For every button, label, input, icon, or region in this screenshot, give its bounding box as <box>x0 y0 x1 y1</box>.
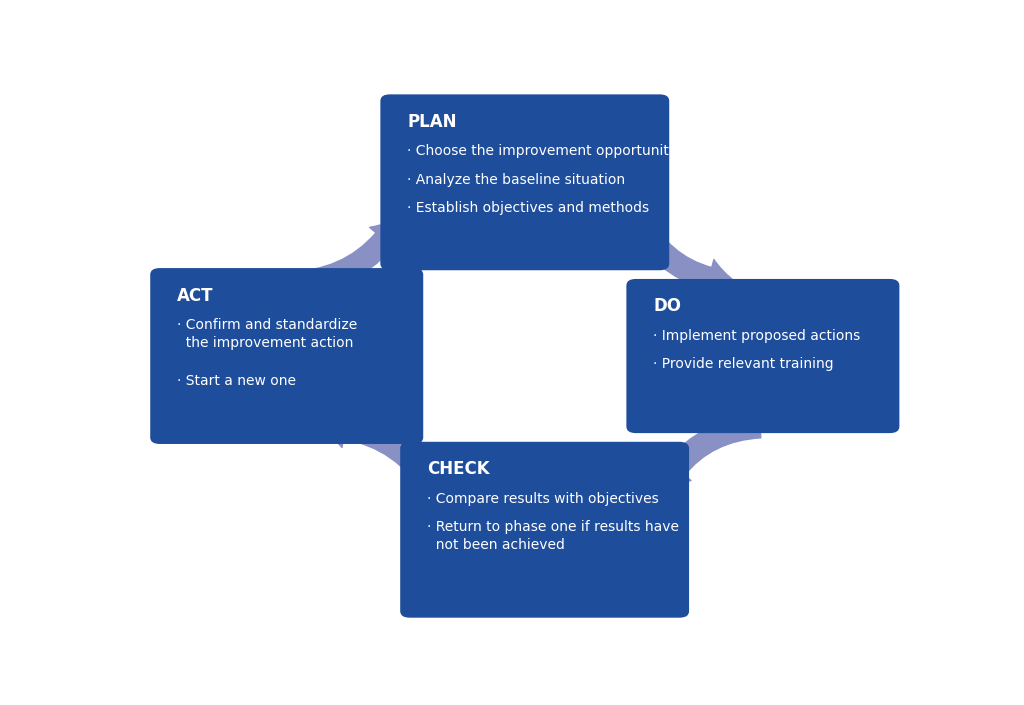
Text: DO: DO <box>653 298 681 315</box>
Text: · Start a new one: · Start a new one <box>177 374 296 388</box>
Text: ACT: ACT <box>177 286 214 305</box>
FancyBboxPatch shape <box>380 94 670 270</box>
Text: · Analyze the baseline situation: · Analyze the baseline situation <box>408 173 626 187</box>
FancyArrowPatch shape <box>628 212 736 297</box>
FancyBboxPatch shape <box>151 268 423 444</box>
Text: · Implement proposed actions: · Implement proposed actions <box>653 329 860 343</box>
FancyArrowPatch shape <box>286 217 400 294</box>
Text: · Confirm and standardize
  the improvement action: · Confirm and standardize the improvemen… <box>177 318 357 350</box>
Text: · Return to phase one if results have
  not been achieved: · Return to phase one if results have no… <box>427 520 679 552</box>
Text: PLAN: PLAN <box>408 113 457 131</box>
Text: · Compare results with objectives: · Compare results with objectives <box>427 492 658 505</box>
FancyArrowPatch shape <box>317 409 445 498</box>
Text: · Establish objectives and methods: · Establish objectives and methods <box>408 201 649 215</box>
Text: · Provide relevant training: · Provide relevant training <box>653 357 834 371</box>
FancyArrowPatch shape <box>659 416 761 492</box>
FancyBboxPatch shape <box>627 279 899 433</box>
FancyBboxPatch shape <box>400 442 689 618</box>
Text: · Choose the improvement opportunity: · Choose the improvement opportunity <box>408 145 678 159</box>
Text: CHECK: CHECK <box>427 460 489 478</box>
